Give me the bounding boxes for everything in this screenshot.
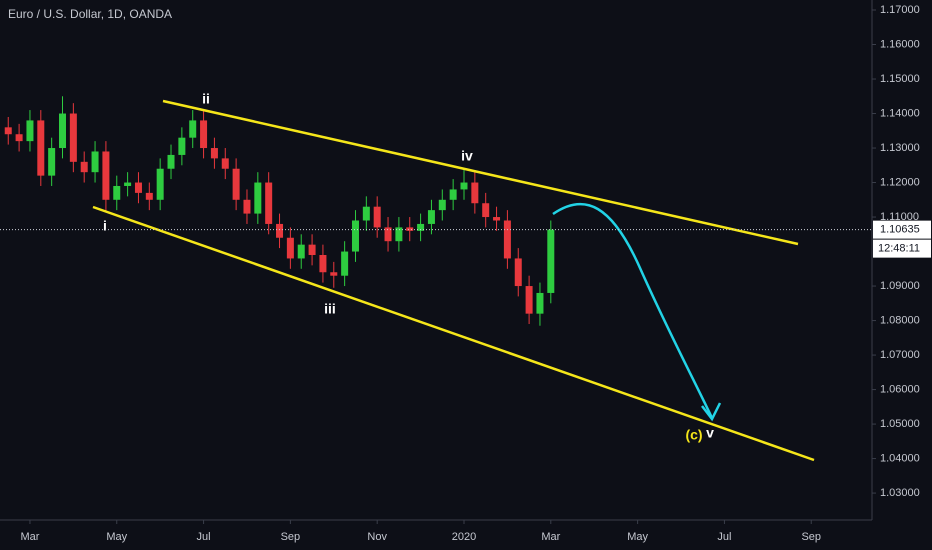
candle-body	[200, 120, 208, 149]
candle-body	[178, 137, 186, 155]
candle-body	[156, 168, 164, 200]
candle-body	[417, 223, 425, 231]
x-tick-label: Jul	[717, 531, 731, 543]
candle-body	[232, 168, 240, 200]
candle-body	[134, 182, 142, 193]
candle-body	[373, 206, 381, 228]
candle-body	[362, 206, 370, 221]
candle-body	[341, 251, 349, 276]
wave-label: v	[706, 425, 714, 441]
candle-body	[460, 182, 468, 190]
candle-body	[91, 151, 99, 173]
candle-body	[189, 120, 197, 138]
candle-body	[525, 286, 533, 314]
y-tick-label: 1.08000	[880, 314, 920, 326]
candle-body	[102, 151, 110, 200]
candle-body	[514, 258, 522, 287]
candle-body	[59, 113, 67, 149]
candle-body	[351, 220, 359, 252]
candle-body	[265, 182, 273, 224]
candle-body	[69, 113, 77, 162]
x-tick-label: May	[106, 531, 127, 543]
chart-title: Euro / U.S. Dollar, 1D, OANDA	[8, 7, 172, 21]
candle-body	[482, 203, 490, 218]
y-tick-label: 1.06000	[880, 383, 920, 395]
candle-body	[308, 244, 316, 255]
candle-body	[427, 210, 435, 224]
candle-body	[493, 217, 501, 221]
x-tick-label: Jul	[197, 531, 211, 543]
countdown-box	[873, 239, 931, 258]
x-tick-label: 2020	[452, 531, 476, 543]
candle-body	[384, 227, 392, 242]
y-tick-label: 1.11000	[880, 211, 919, 223]
x-tick-label: Sep	[281, 531, 301, 543]
candle-body	[4, 127, 12, 135]
y-tick-label: 1.04000	[880, 452, 920, 464]
y-tick-label: 1.09000	[880, 280, 920, 292]
candle-body	[297, 244, 305, 259]
last-price-box	[873, 220, 931, 239]
candle-body	[406, 227, 414, 231]
x-tick-label: May	[627, 531, 648, 543]
y-tick-label: 1.03000	[880, 487, 920, 499]
candle-body	[167, 154, 175, 169]
y-tick-label: 1.13000	[880, 142, 920, 154]
candle-body	[113, 185, 121, 200]
candle-body	[48, 148, 56, 176]
y-tick-label: 1.07000	[880, 349, 920, 361]
arrow-head	[701, 402, 722, 422]
y-tick-label: 1.12000	[880, 176, 920, 188]
wave-label: i	[103, 218, 107, 234]
lower-trendline	[92, 205, 815, 462]
y-tick-label: 1.15000	[880, 73, 920, 85]
y-tick-label: 1.14000	[880, 107, 920, 119]
candle-body	[536, 292, 544, 314]
y-tick-label: 1.05000	[880, 418, 920, 430]
candle-body	[471, 182, 479, 204]
x-tick-label: Nov	[367, 531, 387, 543]
last-price-label: 1.10635	[880, 224, 920, 236]
candle-body	[547, 229, 555, 293]
candle-body	[330, 272, 338, 276]
candle-body	[37, 120, 45, 176]
candle-body	[221, 158, 229, 169]
candle-body	[276, 223, 284, 238]
candle-body	[319, 254, 327, 273]
upper-trendline	[162, 99, 799, 246]
candle-body	[80, 161, 88, 173]
candle-body	[15, 134, 23, 142]
x-tick-label: Mar	[541, 531, 560, 543]
wave-label: iv	[461, 148, 473, 164]
y-tick-label: 1.16000	[880, 38, 920, 50]
candle-body	[395, 227, 403, 242]
projection-arrow	[552, 202, 714, 419]
y-tick-label: 1.17000	[880, 4, 920, 16]
wave-label: ii	[202, 91, 210, 107]
candle-body	[26, 120, 34, 142]
x-tick-label: Sep	[801, 531, 821, 543]
candle-body	[124, 182, 132, 186]
candle-body	[145, 192, 153, 200]
candle-body	[210, 148, 218, 159]
countdown-label: 12:48:11	[878, 243, 920, 255]
candle-body	[438, 199, 446, 211]
wave-label: iii	[324, 301, 336, 317]
candle-body	[503, 220, 511, 259]
candle-body	[286, 237, 294, 259]
candle-body	[449, 189, 457, 200]
candle-body	[243, 199, 251, 214]
candle-body	[254, 182, 262, 214]
wave-label: (c)	[685, 427, 702, 443]
x-tick-label: Mar	[20, 531, 39, 543]
